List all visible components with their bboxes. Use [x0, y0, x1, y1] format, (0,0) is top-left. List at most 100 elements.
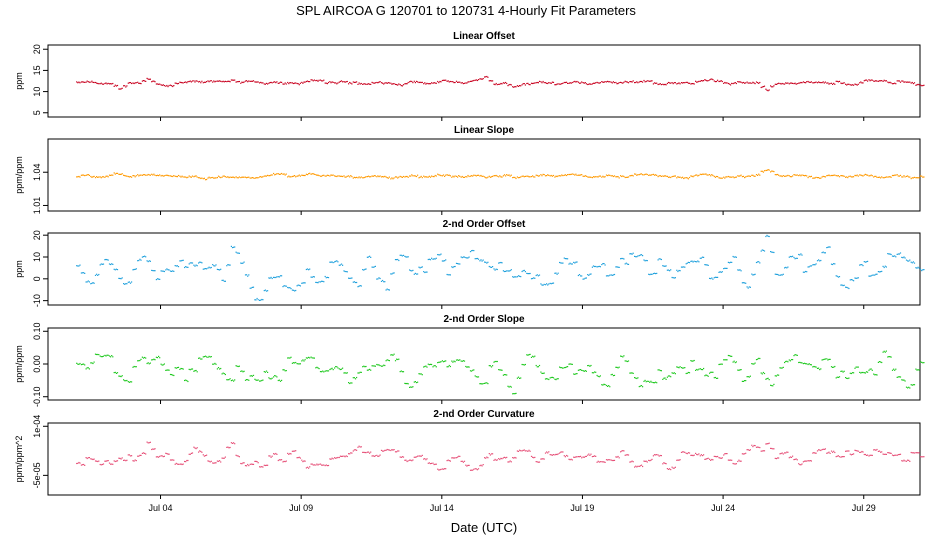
data-point [848, 450, 850, 452]
data-point [837, 376, 839, 378]
data-point [580, 174, 582, 176]
data-point [457, 456, 459, 458]
data-point [662, 265, 664, 267]
data-point [318, 463, 320, 465]
data-point [684, 451, 686, 453]
data-point [398, 83, 400, 85]
data-point [101, 356, 103, 358]
data-point [242, 262, 244, 264]
data-point [512, 276, 514, 278]
data-point [221, 373, 223, 375]
data-point [564, 174, 566, 176]
data-point [340, 80, 343, 82]
data-point [279, 275, 282, 277]
data-point [404, 382, 406, 384]
data-point [870, 79, 872, 81]
data-point [673, 82, 675, 84]
data-point [642, 174, 644, 176]
data-point [730, 261, 732, 263]
data-point [248, 465, 250, 467]
data-point [754, 83, 756, 85]
data-point [374, 365, 376, 367]
data-point [610, 374, 612, 376]
data-point [442, 174, 445, 176]
data-point [167, 269, 169, 271]
data-point [738, 175, 740, 177]
data-point [697, 454, 699, 456]
data-point [679, 270, 681, 272]
data-point [208, 81, 210, 83]
data-point [644, 173, 646, 175]
data-point [199, 357, 201, 359]
data-point [414, 456, 416, 458]
data-point [386, 177, 388, 179]
data-point [691, 260, 693, 262]
data-point [102, 83, 105, 85]
data-point [371, 455, 373, 457]
data-point [620, 81, 622, 83]
data-point [445, 79, 447, 81]
data-point [345, 176, 347, 178]
data-point [370, 83, 372, 85]
data-point [448, 364, 450, 367]
data-point [494, 458, 496, 460]
data-point [832, 83, 834, 85]
data-point [543, 372, 545, 374]
data-point [475, 258, 477, 260]
data-point [139, 454, 141, 456]
data-point [241, 370, 243, 372]
data-point [419, 81, 421, 83]
data-point [894, 454, 896, 456]
data-point [762, 371, 764, 374]
data-point [444, 468, 446, 470]
data-point [189, 262, 191, 264]
data-point [463, 460, 466, 462]
data-point [248, 176, 250, 178]
data-point [405, 175, 407, 178]
data-point [123, 174, 125, 176]
data-point [406, 83, 408, 85]
data-point [786, 451, 788, 453]
data-point [792, 82, 794, 84]
data-point [204, 455, 207, 457]
data-point [624, 80, 626, 82]
data-point [428, 258, 430, 260]
data-point [179, 81, 181, 83]
data-point [174, 463, 176, 465]
data-point [556, 378, 558, 380]
data-point [107, 354, 109, 356]
data-point [462, 176, 464, 178]
data-point [814, 81, 816, 84]
data-point [709, 458, 711, 460]
data-point [651, 273, 653, 275]
data-point [369, 176, 371, 178]
data-point [638, 81, 640, 83]
data-point [358, 445, 360, 447]
data-point [624, 176, 626, 179]
data-point [196, 176, 198, 178]
data-point [746, 376, 748, 378]
data-point [267, 174, 269, 176]
data-point [238, 176, 240, 178]
data-point [801, 362, 803, 364]
data-point [621, 355, 623, 357]
data-point [547, 174, 549, 176]
data-point [119, 173, 121, 175]
data-point [828, 451, 830, 453]
data-point [210, 80, 212, 82]
data-point [119, 277, 121, 280]
data-point [406, 256, 408, 258]
data-point [629, 372, 631, 374]
data-point [582, 82, 584, 84]
data-point [106, 259, 108, 261]
data-point [590, 176, 592, 178]
data-point [348, 83, 350, 85]
data-point [709, 79, 711, 81]
data-point [821, 176, 823, 178]
data-point [321, 280, 323, 282]
data-point [714, 276, 716, 278]
data-point [426, 271, 428, 273]
data-point [732, 255, 734, 258]
data-point [182, 82, 184, 84]
